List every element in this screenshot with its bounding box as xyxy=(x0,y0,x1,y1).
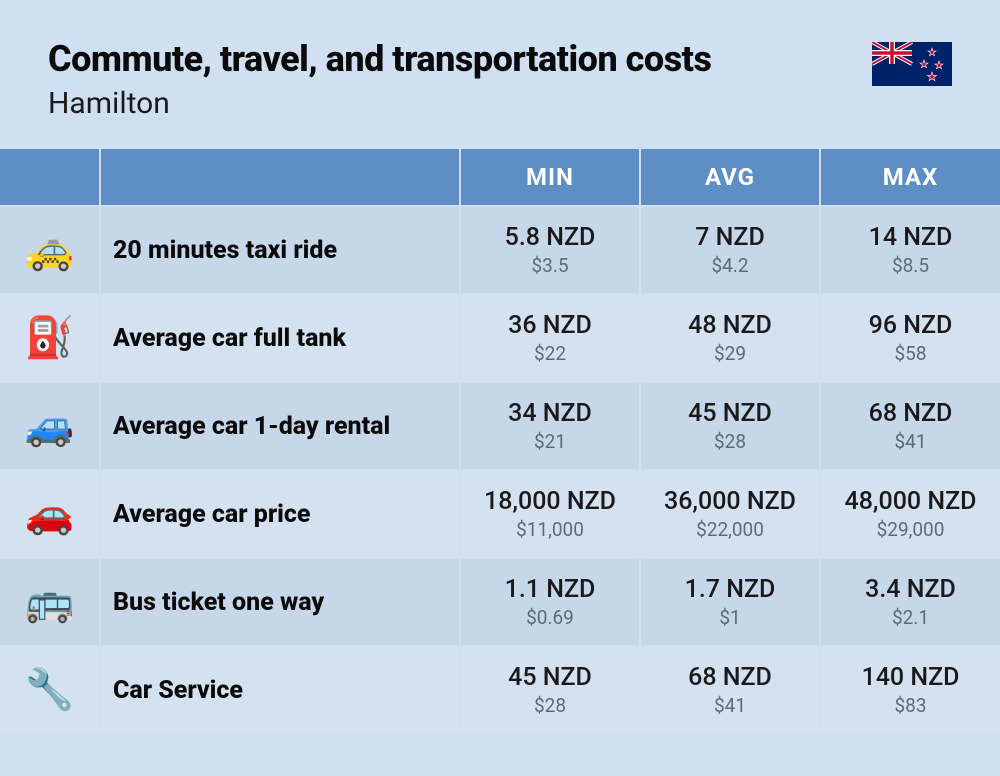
value-secondary: $28 xyxy=(649,430,811,453)
value-secondary: $2.1 xyxy=(829,606,992,629)
value-min: 1.1 NZD$0.69 xyxy=(460,558,640,646)
value-primary: 34 NZD xyxy=(469,399,631,428)
nz-flag-icon xyxy=(872,42,952,86)
value-secondary: $29 xyxy=(649,342,811,365)
table-header-row: MIN AVG MAX xyxy=(0,149,1000,206)
value-max: 96 NZD$58 xyxy=(820,294,1000,382)
row-icon: 🔧 xyxy=(0,646,100,733)
row-label: Average car full tank xyxy=(100,294,460,382)
value-secondary: $83 xyxy=(829,694,992,717)
value-primary: 68 NZD xyxy=(829,399,992,428)
row-label: Average car price xyxy=(100,470,460,558)
header-min: MIN xyxy=(460,149,640,206)
value-secondary: $3.5 xyxy=(469,254,631,277)
header: Commute, travel, and transportation cost… xyxy=(0,0,1000,149)
value-secondary: $11,000 xyxy=(469,518,631,541)
row-icon: 🚕 xyxy=(0,206,100,294)
value-secondary: $41 xyxy=(829,430,992,453)
row-label: Bus ticket one way xyxy=(100,558,460,646)
row-icon: 🚌 xyxy=(0,558,100,646)
value-primary: 3.4 NZD xyxy=(829,575,992,604)
value-primary: 96 NZD xyxy=(829,311,992,340)
value-primary: 1.7 NZD xyxy=(649,575,811,604)
value-primary: 14 NZD xyxy=(829,223,992,252)
value-secondary: $0.69 xyxy=(469,606,631,629)
value-primary: 36 NZD xyxy=(469,311,631,340)
table-row: 🚌Bus ticket one way1.1 NZD$0.691.7 NZD$1… xyxy=(0,558,1000,646)
value-min: 18,000 NZD$11,000 xyxy=(460,470,640,558)
value-max: 3.4 NZD$2.1 xyxy=(820,558,1000,646)
value-secondary: $22 xyxy=(469,342,631,365)
value-primary: 48 NZD xyxy=(649,311,811,340)
value-secondary: $41 xyxy=(649,694,811,717)
value-min: 45 NZD$28 xyxy=(460,646,640,733)
table-row: ⛽Average car full tank36 NZD$2248 NZD$29… xyxy=(0,294,1000,382)
value-primary: 45 NZD xyxy=(469,663,631,692)
value-primary: 7 NZD xyxy=(649,223,811,252)
table-row: 🚗Average car price18,000 NZD$11,00036,00… xyxy=(0,470,1000,558)
value-primary: 18,000 NZD xyxy=(469,487,631,516)
value-secondary: $28 xyxy=(469,694,631,717)
value-min: 5.8 NZD$3.5 xyxy=(460,206,640,294)
value-primary: 5.8 NZD xyxy=(469,223,631,252)
page-subtitle: Hamilton xyxy=(48,86,711,121)
value-primary: 48,000 NZD xyxy=(829,487,992,516)
value-secondary: $22,000 xyxy=(649,518,811,541)
value-avg: 7 NZD$4.2 xyxy=(640,206,820,294)
value-avg: 48 NZD$29 xyxy=(640,294,820,382)
value-secondary: $21 xyxy=(469,430,631,453)
value-avg: 36,000 NZD$22,000 xyxy=(640,470,820,558)
value-secondary: $58 xyxy=(829,342,992,365)
table-row: 🚙Average car 1-day rental34 NZD$2145 NZD… xyxy=(0,382,1000,470)
table-row: 🔧Car Service45 NZD$2868 NZD$41140 NZD$83 xyxy=(0,646,1000,733)
header-label-col xyxy=(100,149,460,206)
row-icon: 🚗 xyxy=(0,470,100,558)
value-primary: 45 NZD xyxy=(649,399,811,428)
value-max: 140 NZD$83 xyxy=(820,646,1000,733)
value-primary: 140 NZD xyxy=(829,663,992,692)
value-min: 36 NZD$22 xyxy=(460,294,640,382)
row-label: Average car 1-day rental xyxy=(100,382,460,470)
row-icon: ⛽ xyxy=(0,294,100,382)
value-max: 48,000 NZD$29,000 xyxy=(820,470,1000,558)
value-secondary: $4.2 xyxy=(649,254,811,277)
value-secondary: $29,000 xyxy=(829,518,992,541)
title-block: Commute, travel, and transportation cost… xyxy=(48,38,711,121)
value-max: 14 NZD$8.5 xyxy=(820,206,1000,294)
header-icon-col xyxy=(0,149,100,206)
value-max: 68 NZD$41 xyxy=(820,382,1000,470)
value-primary: 1.1 NZD xyxy=(469,575,631,604)
row-label: 20 minutes taxi ride xyxy=(100,206,460,294)
value-secondary: $1 xyxy=(649,606,811,629)
value-min: 34 NZD$21 xyxy=(460,382,640,470)
header-avg: AVG xyxy=(640,149,820,206)
value-primary: 68 NZD xyxy=(649,663,811,692)
value-secondary: $8.5 xyxy=(829,254,992,277)
value-avg: 68 NZD$41 xyxy=(640,646,820,733)
page-title: Commute, travel, and transportation cost… xyxy=(48,38,711,80)
value-avg: 1.7 NZD$1 xyxy=(640,558,820,646)
cost-table: MIN AVG MAX 🚕20 minutes taxi ride5.8 NZD… xyxy=(0,149,1000,733)
value-avg: 45 NZD$28 xyxy=(640,382,820,470)
table-row: 🚕20 minutes taxi ride5.8 NZD$3.57 NZD$4.… xyxy=(0,206,1000,294)
row-icon: 🚙 xyxy=(0,382,100,470)
row-label: Car Service xyxy=(100,646,460,733)
value-primary: 36,000 NZD xyxy=(649,487,811,516)
header-max: MAX xyxy=(820,149,1000,206)
